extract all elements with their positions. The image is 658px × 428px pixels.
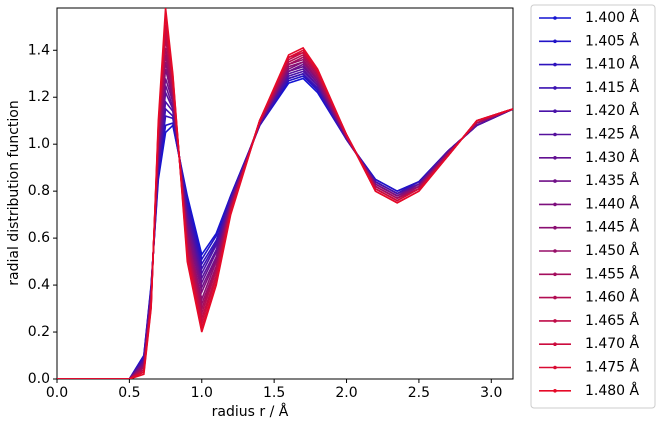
legend-marker [553,62,557,67]
series-line [57,77,513,379]
legend-label: 1.425 Å [585,126,640,143]
legend-label: 1.450 Å [585,242,640,259]
plot-frame [56,7,514,380]
series-line [57,68,513,379]
series-line [57,72,513,379]
legend-marker [553,389,557,393]
legend-marker [553,225,557,230]
x-tick-label: 1.0 [191,385,213,401]
y-tick-label: 1.2 [28,89,50,105]
legend-marker [553,109,557,113]
series-line [57,54,513,379]
x-tick-label: 2.0 [335,385,357,401]
y-tick-label: 1.4 [28,42,50,58]
legend-label: 1.435 Å [585,172,640,189]
legend-label: 1.420 Å [585,102,640,119]
y-tick-label: 0.6 [28,230,50,246]
legend-marker [553,39,557,44]
legend-label: 1.445 Å [585,219,640,236]
y-tick-label: 0.2 [28,324,50,340]
legend-marker [553,249,557,253]
legend-marker [553,295,557,300]
legend-label: 1.440 Å [585,195,640,212]
legend-marker [553,156,557,160]
x-tick-label: 3.0 [480,385,502,401]
series-line [57,8,513,379]
legend-marker [553,342,557,347]
legend-label: 1.475 Å [585,359,640,376]
legend-frame [530,4,656,409]
legend-marker [553,272,557,277]
legend-label: 1.400 Å [585,9,640,26]
x-tick-label: 0.5 [118,385,140,401]
series-line [57,61,513,379]
legend-label: 1.410 Å [585,56,640,73]
legend-label: 1.455 Å [585,265,640,282]
y-tick-label: 0.0 [28,371,50,387]
y-tick-label: 0.4 [28,277,50,293]
x-tick-label: 2.5 [408,385,430,401]
series-line [57,65,513,379]
series-line [57,75,513,379]
legend-marker [553,202,557,207]
series-line [57,72,513,379]
legend-marker [553,16,557,20]
legend-marker [553,132,557,137]
x-axis-label: radius r / Å [212,403,289,420]
legend-marker [553,319,557,323]
series-line [57,63,513,379]
series-line [57,47,513,379]
series-line [57,61,513,379]
x-tick-label: 0.0 [46,385,68,401]
y-axis-label: radial distribution function [6,100,22,285]
legend-label: 1.405 Å [585,32,640,49]
legend-label: 1.480 Å [585,382,640,399]
legend-label: 1.460 Å [585,289,640,306]
legend-marker [553,179,557,183]
x-tick-label: 1.5 [263,385,285,401]
y-tick-label: 1.0 [28,136,50,152]
series-line [57,70,513,379]
legend-label: 1.470 Å [585,335,640,352]
legend-marker [553,86,557,90]
legend-label: 1.465 Å [585,312,640,329]
legend-label: 1.430 Å [585,149,640,166]
y-tick-label: 0.8 [28,183,50,199]
legend-label: 1.415 Å [585,79,640,96]
legend-marker [553,365,557,370]
